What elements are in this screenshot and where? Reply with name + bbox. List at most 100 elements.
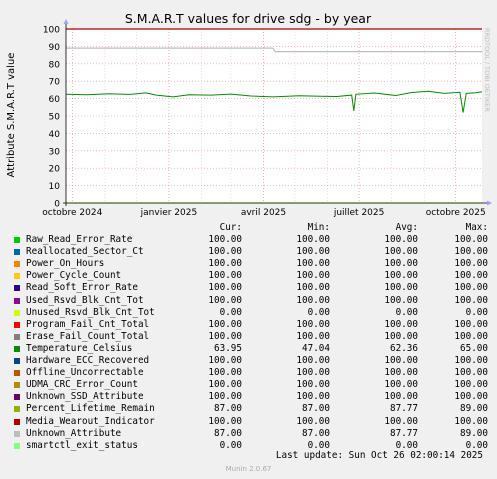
legend-cur-value: 100.00 xyxy=(208,367,242,379)
legend-avg-value: 62.36 xyxy=(390,342,418,354)
legend-avg-value: 100.00 xyxy=(384,246,418,258)
legend-min-value: 100.00 xyxy=(296,415,330,427)
legend-cur-value: 100.00 xyxy=(208,246,242,258)
legend-avg-value: 100.00 xyxy=(384,379,418,391)
legend-name: Used_Rsvd_Blk_Cnt_Tot xyxy=(26,294,144,306)
legend-row: UDMA_CRC_Error_Count 100.00 100.00 100.00 10… xyxy=(12,379,490,391)
legend-min-value: 87.00 xyxy=(302,403,330,415)
y-tick-label: 20 xyxy=(49,165,61,175)
legend-cur-value: 63.95 xyxy=(214,342,242,354)
legend-avg-value: 0.00 xyxy=(395,306,418,318)
legend-name: Unknown_Attribute xyxy=(26,427,122,439)
legend-row: Unused_Rsvd_Blk_Cnt_Tot 0.00 0.00 0.00 0.00 xyxy=(12,307,490,319)
legend-cur-value: 100.00 xyxy=(208,330,242,342)
legend-avg-value: 100.00 xyxy=(384,258,418,270)
header-avg: Avg: xyxy=(395,222,418,233)
y-axis-arrow xyxy=(63,19,69,24)
legend-row: Power_Cycle_Count 100.00 100.00 100.00 100.0… xyxy=(12,270,490,282)
legend-swatch xyxy=(14,261,20,268)
legend-avg-value: 100.00 xyxy=(384,282,418,294)
y-tick-label: 80 xyxy=(49,60,61,70)
legend-cur-value: 100.00 xyxy=(208,318,242,330)
legend-name: Unknown_SSD_Attribute xyxy=(26,391,144,403)
legend-header: Cur: Min: Avg: Max: xyxy=(12,222,490,234)
legend-min-value: 100.00 xyxy=(296,246,330,258)
legend-cur-value: 0.00 xyxy=(219,439,242,451)
legend-swatch xyxy=(14,358,20,365)
chart-title: S.M.A.R.T values for drive sdg - by year xyxy=(125,11,372,26)
legend-row: Power_On_Hours 100.00 100.00 100.00 100.00 xyxy=(12,258,490,270)
legend-cur-value: 87.00 xyxy=(214,403,242,415)
legend-max-value: 100.00 xyxy=(454,318,488,330)
legend-name: UDMA_CRC_Error_Count xyxy=(26,379,138,391)
legend-min-value: 100.00 xyxy=(296,391,330,403)
header-min: Min: xyxy=(307,222,330,233)
legend-cur-value: 100.00 xyxy=(208,270,242,282)
legend-min-value: 100.00 xyxy=(296,282,330,294)
legend-cur-value: 100.00 xyxy=(208,294,242,306)
legend-swatch xyxy=(14,237,20,244)
legend-cur-value: 0.00 xyxy=(219,306,242,318)
legend-cur-value: 100.00 xyxy=(208,415,242,427)
legend-avg-value: 0.00 xyxy=(395,439,418,451)
legend-max-value: 0.00 xyxy=(465,306,488,318)
y-axis-label: Attribute S.M.A.R.T value xyxy=(6,53,17,178)
legend-avg-value: 87.77 xyxy=(390,427,418,439)
legend-row: Used_Rsvd_Blk_Cnt_Tot 100.00 100.00 100.00 1… xyxy=(12,295,490,307)
legend-max-value: 100.00 xyxy=(454,246,488,258)
legend-name: Program_Fail_Cnt_Total xyxy=(26,318,150,330)
legend-min-value: 100.00 xyxy=(296,294,330,306)
x-tick-label: octobre 2024 xyxy=(42,208,102,218)
legend-cur-value: 100.00 xyxy=(208,282,242,294)
legend-name: smartctl_exit_status xyxy=(26,439,138,451)
legend-swatch xyxy=(14,273,20,280)
legend-min-value: 100.00 xyxy=(296,355,330,367)
x-tick-label: avril 2025 xyxy=(241,208,286,218)
legend-cur-value: 100.00 xyxy=(208,391,242,403)
legend-cur-value: 100.00 xyxy=(208,379,242,391)
legend-avg-value: 100.00 xyxy=(384,270,418,282)
legend-swatch xyxy=(14,382,20,389)
legend-cur-value: 100.00 xyxy=(208,355,242,367)
legend-max-value: 100.00 xyxy=(454,355,488,367)
legend-min-value: 0.00 xyxy=(307,439,330,451)
legend-name: Erase_Fail_Count_Total xyxy=(26,330,150,342)
legend-swatch xyxy=(14,309,20,316)
legend-max-value: 100.00 xyxy=(454,282,488,294)
legend-max-value: 89.00 xyxy=(460,427,488,439)
series-line-Temperature_Celsius xyxy=(65,90,483,113)
legend-row: Media_Wearout_Indicator 100.00 100.00 100.0… xyxy=(12,416,490,428)
legend-cur-value: 100.00 xyxy=(208,258,242,270)
legend-max-value: 100.00 xyxy=(454,234,488,246)
x-tick-label: janvier 2025 xyxy=(140,208,198,218)
legend-swatch xyxy=(14,285,20,292)
legend-max-value: 100.00 xyxy=(454,391,488,403)
y-tick-label: 60 xyxy=(49,95,61,105)
legend-max-value: 100.00 xyxy=(454,330,488,342)
legend-swatch xyxy=(14,394,20,401)
legend-row: Program_Fail_Cnt_Total 100.00 100.00 100.00… xyxy=(12,319,490,331)
legend-min-value: 100.00 xyxy=(296,379,330,391)
legend-min-value: 87.00 xyxy=(302,427,330,439)
legend-row: Reallocated_Sector_Ct 100.00 100.00 100.00 1… xyxy=(12,246,490,258)
legend-avg-value: 100.00 xyxy=(384,355,418,367)
legend-avg-value: 100.00 xyxy=(384,234,418,246)
legend-swatch xyxy=(14,442,20,449)
legend-name: Offline_Uncorrectable xyxy=(26,367,144,379)
legend-row: Erase_Fail_Count_Total 100.00 100.00 100.00… xyxy=(12,331,490,343)
x-tick-label: juillet 2025 xyxy=(333,208,385,218)
y-tick-label: 70 xyxy=(49,78,61,88)
chart-graph: 0 10 20 30 40 50 60 70 80 90 100 octobre 2024 janvie… xyxy=(0,0,497,222)
legend-avg-value: 100.00 xyxy=(384,391,418,403)
legend-row: Raw_Read_Error_Rate 100.00 100.00 100.00 100… xyxy=(12,234,490,246)
legend-max-value: 65.00 xyxy=(460,342,488,354)
y-tick-label: 40 xyxy=(49,130,61,140)
header-max: Max: xyxy=(465,222,488,233)
legend-min-value: 100.00 xyxy=(296,367,330,379)
legend-avg-value: 100.00 xyxy=(384,415,418,427)
legend-name: Media_Wearout_Indicator xyxy=(26,415,155,427)
legend-swatch xyxy=(14,370,20,377)
header-cur: Cur: xyxy=(219,222,242,233)
legend-swatch xyxy=(14,297,20,304)
legend-name: Temperature_Celsius xyxy=(26,342,133,354)
